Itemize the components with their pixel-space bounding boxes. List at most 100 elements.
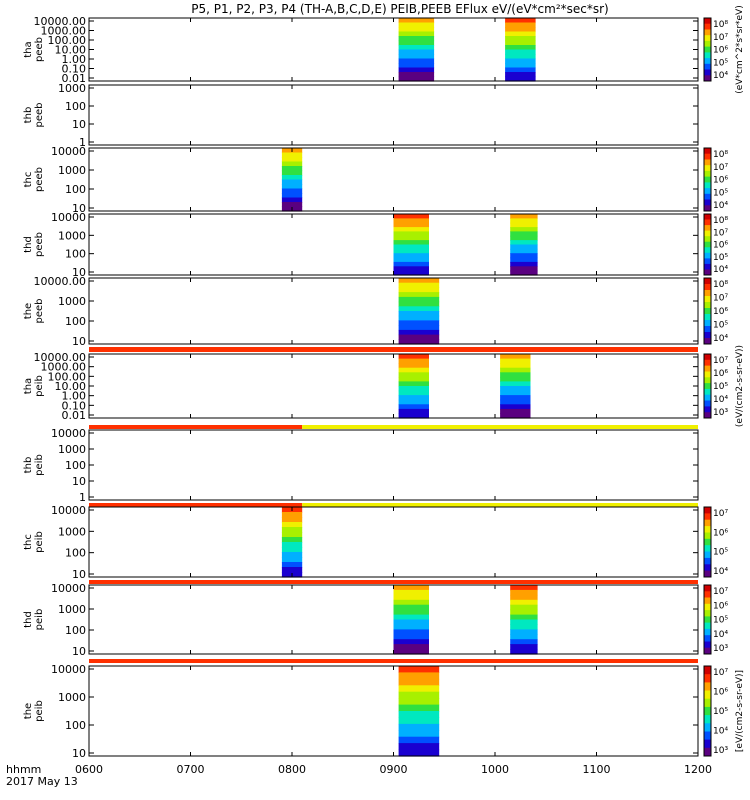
colorbar-tick-label: 10⁵	[713, 382, 728, 392]
spectrogram-cell	[281, 537, 303, 543]
y-tick-label: 10	[72, 475, 86, 488]
colorbar-tick-label: 10⁷	[713, 587, 728, 597]
spectrogram-block	[510, 585, 538, 655]
colorbar-tick-label: 10⁵	[713, 188, 728, 198]
spectrogram-cell	[398, 320, 440, 326]
y-axis-label: tha	[23, 378, 34, 394]
spectrogram-cell	[393, 644, 429, 650]
colorbar-cell	[704, 739, 711, 749]
y-tick-label: 100.00	[48, 370, 87, 383]
spectrogram-cell	[393, 619, 429, 625]
panel-frame	[88, 429, 699, 501]
y-tick-label: 1	[79, 136, 86, 149]
x-tick-label: 1100	[583, 763, 611, 776]
spectrogram-cell	[510, 222, 538, 228]
spectrogram-cell	[510, 624, 538, 630]
y-tick-label: 10	[72, 202, 86, 215]
spectrogram-cell	[510, 240, 538, 246]
colorbar-cell	[704, 400, 711, 407]
colorbar-cell	[704, 603, 711, 611]
colorbar-frame	[703, 213, 712, 276]
y-tick-label: 100	[65, 459, 86, 472]
spectrogram-cell	[393, 235, 429, 241]
spectrogram-cell	[505, 40, 536, 46]
spectrogram-cell	[398, 717, 440, 725]
spectrogram-cell	[393, 589, 429, 596]
colorbar-cell	[704, 205, 711, 212]
y-tick-label: 1000	[58, 164, 86, 177]
spectrogram-cell	[510, 619, 538, 625]
spectrogram-cell	[281, 522, 303, 528]
colorbar: 10⁸ 10⁷ 10⁶ 10⁵ 10⁴	[703, 213, 728, 276]
spectrogram-cell	[398, 698, 440, 706]
spectrogram-cell	[281, 193, 303, 199]
colorbar-cell	[704, 225, 711, 232]
spectrogram-cell	[500, 367, 531, 373]
panel-frame	[88, 84, 699, 146]
spectrogram-cell	[281, 512, 303, 518]
spectrogram-cell	[505, 76, 536, 82]
colorbar-cell	[704, 247, 711, 254]
spectrogram-cell	[281, 552, 303, 558]
colorbar-cell	[704, 635, 711, 642]
spectrogram-cell	[398, 354, 429, 360]
colorbar-tick-label: 10⁶	[713, 46, 728, 56]
spectrogram-cell	[500, 413, 531, 419]
colorbar-cell	[704, 570, 711, 578]
spectrogram-cell	[500, 354, 531, 360]
spectrogram-cell	[510, 231, 538, 237]
spectrogram-cell	[500, 358, 531, 364]
spectrogram-cell	[398, 282, 440, 288]
y-axis-label: thc	[23, 172, 34, 188]
spectrogram-cell	[500, 386, 531, 392]
y-tick-label: 10000.00	[34, 351, 87, 364]
spectrogram-block	[398, 18, 435, 82]
spectrogram-cell	[398, 666, 440, 673]
y-axis-label: peib	[34, 454, 45, 476]
spectrogram-cell	[510, 261, 538, 267]
colorbar-cell	[704, 75, 711, 82]
spectrogram-cell	[398, 292, 440, 298]
y-axis-label: peib	[34, 375, 45, 397]
spectrogram-cell	[505, 63, 536, 69]
y-tick-label: 0.01	[62, 409, 87, 422]
spectrogram-cell	[510, 257, 538, 263]
y-tick-label: 100	[65, 183, 86, 196]
panel-thb-peeb: 1000 100 10 1 thb peeb	[23, 82, 699, 149]
spectrogram-block	[500, 354, 531, 419]
spectrogram-cell	[393, 604, 429, 611]
spectrogram-cell	[398, 54, 435, 60]
panel-thc-peeb: 10000 1000 100 10 thc peeb 10⁸ 10⁷ 10⁶ 10⁵ 10⁴	[23, 145, 728, 215]
spectrogram-cell	[398, 381, 429, 387]
colorbar-tick-label: 10⁷	[713, 509, 728, 519]
colorbar-cell	[704, 412, 711, 419]
colorbar-cell	[704, 18, 711, 25]
spectrogram-cell	[281, 527, 303, 533]
spectrogram-cell	[398, 395, 429, 401]
colorbar-cell	[704, 219, 711, 226]
colorbar-tick-label: 10⁴	[713, 630, 728, 640]
y-axis-label: peeb	[34, 103, 45, 128]
y-tick-label: 10	[72, 747, 86, 760]
colorbar-unit-label: (eV/(cm2-s-sr-eV))	[735, 345, 745, 427]
spectrogram-cell	[393, 629, 429, 635]
status-bar	[89, 503, 303, 507]
y-tick-label: 1000	[58, 443, 86, 456]
y-axis-label: thb	[23, 107, 34, 124]
colorbar-tick-label: 10⁴	[713, 265, 728, 275]
colorbar-cell	[704, 302, 711, 309]
colorbar-tick-label: 10⁴	[713, 201, 728, 211]
spectrogram-cell	[500, 372, 531, 378]
colorbar-tick-label: 10⁸	[713, 280, 728, 290]
spectrogram-cell	[510, 266, 538, 272]
spectrogram-cell	[505, 36, 536, 42]
spectrogram-block	[505, 18, 536, 82]
x-tick-label: 0600	[75, 763, 103, 776]
colorbar-cell	[704, 284, 711, 291]
y-tick-label: 10000	[51, 427, 86, 440]
spectrogram-cell	[281, 184, 303, 190]
spectrogram-cell	[510, 594, 538, 601]
colorbar-cell	[704, 35, 711, 42]
spectrogram-cell	[510, 634, 538, 640]
spectrogram-cell	[510, 604, 538, 611]
